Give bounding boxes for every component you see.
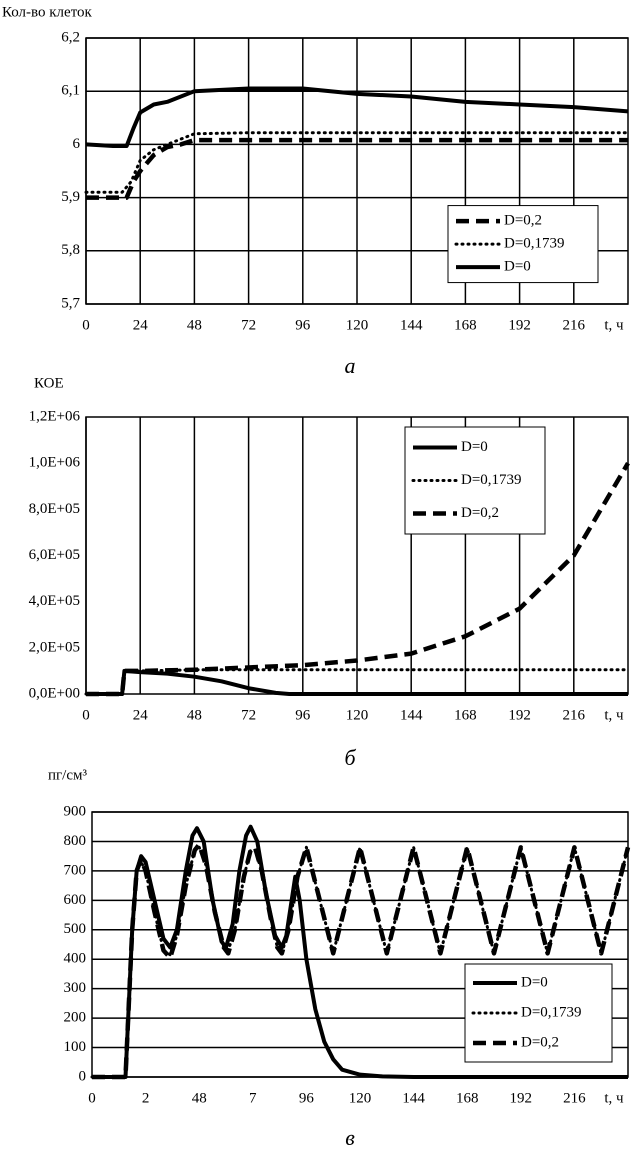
x-tick-label: 120 xyxy=(346,707,369,723)
legend-label: D=0 xyxy=(461,439,488,455)
x-tick-label: 192 xyxy=(508,707,531,723)
x-tick-label: 144 xyxy=(402,1090,425,1106)
data-line xyxy=(92,824,628,1079)
x-tick-label: 168 xyxy=(456,1090,479,1106)
data-line xyxy=(86,462,630,697)
x-tick-label: 168 xyxy=(454,317,477,333)
x-tick-label: 120 xyxy=(349,1090,372,1106)
data-line xyxy=(92,842,631,1080)
x-tick-label: 24 xyxy=(133,317,149,333)
y-tick-label: 5,7 xyxy=(61,295,80,311)
x-tick-label: 2 xyxy=(142,1090,150,1106)
y-tick-label: 6,0E+05 xyxy=(29,547,80,563)
y-tick-label: 1,0E+06 xyxy=(29,455,81,471)
x-tick-label: 144 xyxy=(400,707,423,723)
y-tick-label: 0,0E+00 xyxy=(29,685,80,701)
x-tick-label: 192 xyxy=(510,1090,533,1106)
y-tick-label: 2,0E+05 xyxy=(29,639,80,655)
caption: б xyxy=(344,745,356,770)
x-tick-label: 216 xyxy=(563,317,586,333)
x-tick-label: 0 xyxy=(88,1090,96,1106)
data-line xyxy=(85,86,629,148)
y-tick-label: 300 xyxy=(64,980,87,996)
y-tick-label: 800 xyxy=(64,833,87,849)
plot-frame xyxy=(85,37,629,305)
y-tick-label: 900 xyxy=(64,803,87,819)
legend-label: D=0,1739 xyxy=(504,236,565,252)
y-tick-label: 400 xyxy=(64,951,87,967)
legend-label: D=0,1739 xyxy=(461,472,522,488)
legend-label: D=0,2 xyxy=(504,213,542,229)
x-tick-label: 48 xyxy=(187,317,202,333)
y-tick-label: 8,0E+05 xyxy=(29,501,80,517)
legend-label: D=0,2 xyxy=(461,505,499,521)
x-tick-label: 48 xyxy=(192,1090,207,1106)
legend-label: D=0,2 xyxy=(521,1034,559,1050)
x-tick-label: 120 xyxy=(346,317,369,333)
x-tick-label: 0 xyxy=(82,317,90,333)
y-axis-label: КОЕ xyxy=(34,375,64,391)
data-line xyxy=(86,137,628,200)
data-line xyxy=(84,131,630,194)
x-tick-label: 144 xyxy=(400,317,423,333)
x-tick-label: 72 xyxy=(241,707,256,723)
x-tick-label: 0 xyxy=(82,707,90,723)
x-tick-label: 7 xyxy=(249,1090,257,1106)
y-tick-label: 600 xyxy=(64,892,87,908)
y-tick-label: 5,8 xyxy=(61,242,80,258)
x-tick-label: 168 xyxy=(454,707,477,723)
x-tick-label: 24 xyxy=(133,707,149,723)
y-tick-label: 0 xyxy=(79,1068,87,1084)
y-tick-label: 6,1 xyxy=(61,83,80,99)
legend-label: D=0,1739 xyxy=(521,1004,582,1020)
legend-label: D=0 xyxy=(504,259,531,275)
y-axis-label: Кол-во клеток xyxy=(2,4,93,20)
y-tick-label: 6,2 xyxy=(61,29,80,45)
y-tick-label: 700 xyxy=(64,862,87,878)
legend-label: D=0 xyxy=(521,974,548,990)
data-line xyxy=(84,668,630,696)
x-tick-label: 216 xyxy=(563,1090,586,1106)
y-axis-label: пг/см³ xyxy=(48,767,87,783)
x-tick-label: 48 xyxy=(187,707,202,723)
y-tick-label: 200 xyxy=(64,1010,87,1026)
y-tick-label: 5,9 xyxy=(61,189,80,205)
x-axis-label: t, ч xyxy=(604,1090,624,1106)
caption: а xyxy=(345,353,356,378)
x-axis-label: t, ч xyxy=(604,707,624,723)
x-tick-label: 96 xyxy=(299,1090,315,1106)
y-tick-label: 100 xyxy=(64,1039,87,1055)
x-tick-label: 192 xyxy=(508,317,531,333)
plot-frame xyxy=(91,811,629,1078)
y-tick-label: 1,2E+06 xyxy=(29,408,81,424)
x-axis-label: t, ч xyxy=(604,317,624,333)
x-tick-label: 72 xyxy=(241,317,256,333)
x-tick-label: 96 xyxy=(295,317,311,333)
y-tick-label: 500 xyxy=(64,921,87,937)
x-tick-label: 96 xyxy=(295,707,311,723)
legend-box xyxy=(404,426,546,535)
y-tick-label: 6 xyxy=(73,136,81,152)
caption: в xyxy=(345,1125,355,1150)
y-tick-label: 4,0E+05 xyxy=(29,593,80,609)
x-tick-label: 216 xyxy=(563,707,586,723)
